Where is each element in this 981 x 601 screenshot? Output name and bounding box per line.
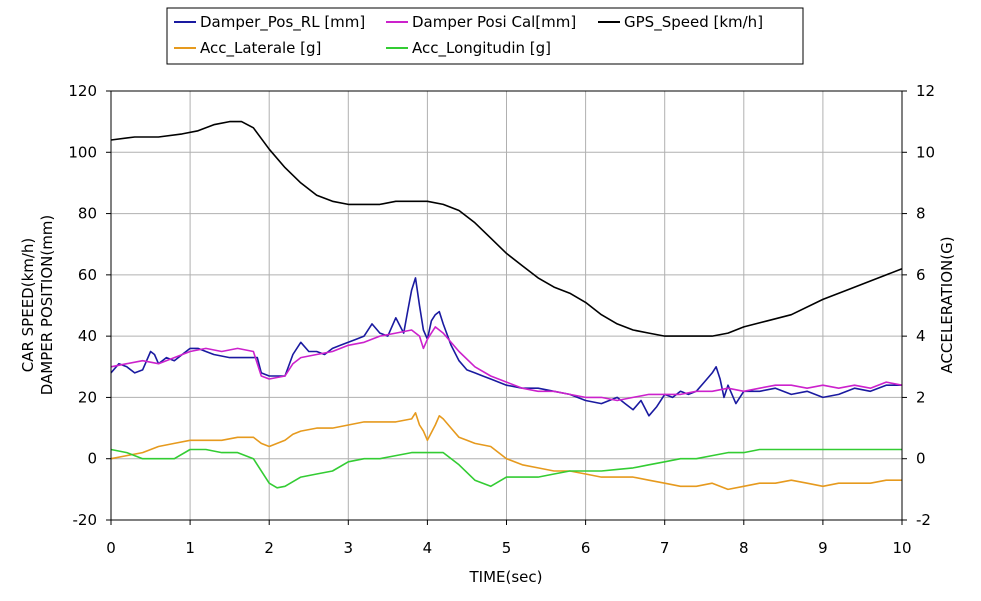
y-left-tick-label: 100 [68,143,97,161]
y-axis-left-ticks: -20 0 20 40 60 80 100 120 [68,82,111,529]
x-tick-label: 6 [581,539,591,557]
series-line-acc-longitudin-g [110,448,902,489]
y-left-tick-label: 120 [68,82,97,100]
y-right-tick-label: 10 [916,143,935,161]
y-left-tick-label: 40 [78,327,97,345]
legend: Damper_Pos_RL [mm] Damper Posi Cal[mm] G… [166,7,804,65]
y-left-tick-label: 60 [78,266,97,284]
x-tick-label: 1 [185,539,195,557]
y-right-tick-label: 0 [916,450,926,468]
x-tick-label: 5 [502,539,512,557]
x-axis-ticks: 0 1 2 3 4 5 6 7 8 9 10 [106,520,912,557]
y-right-tick-label: 12 [916,82,935,100]
series-layer [110,120,903,491]
y-right-tick-label: 8 [916,205,926,223]
x-tick-label: 10 [892,539,911,557]
y-left-tick-label: 80 [78,205,97,223]
series-line-acc-laterale-g [110,411,902,491]
legend-label-damper-posi-cal: Damper Posi Cal[mm] [412,13,576,31]
y-right-tick-label: 2 [916,388,926,406]
y-axis-right-ticks: -2 0 2 4 6 8 10 12 [902,82,935,529]
y-axis-left-title-line1: CAR SPEED(km/h) [19,238,37,373]
x-tick-label: 7 [660,539,670,557]
y-left-tick-label: 20 [78,388,97,406]
series-line-damper-pos-rl-mm [110,277,902,417]
y-right-tick-label: -2 [916,511,931,529]
series-line-damper-posi-cal-mm [110,326,903,402]
y-left-tick-label: -20 [73,511,98,529]
x-axis-title: TIME(sec) [468,568,542,586]
x-tick-label: 4 [423,539,433,557]
x-tick-label: 0 [106,539,116,557]
y-right-tick-label: 4 [916,327,926,345]
y-left-tick-label: 0 [87,450,97,468]
legend-label-damper-pos-rl: Damper_Pos_RL [mm] [200,13,365,32]
y-axis-left-title-line2: DAMPER POSITION(mm) [38,215,56,396]
series-line-gps-speed-km-h [110,120,903,337]
y-axis-right-title: ACCELERATION(G) [938,236,956,373]
legend-label-gps-speed: GPS_Speed [km/h] [624,13,763,32]
x-tick-label: 3 [344,539,354,557]
x-tick-label: 9 [818,539,828,557]
x-tick-label: 8 [739,539,749,557]
legend-label-acc-longitudin: Acc_Longitudin [g] [412,39,551,58]
legend-label-acc-laterale: Acc_Laterale [g] [200,39,321,58]
x-tick-label: 2 [264,539,274,557]
y-right-tick-label: 6 [916,266,926,284]
legend-box [166,7,804,65]
